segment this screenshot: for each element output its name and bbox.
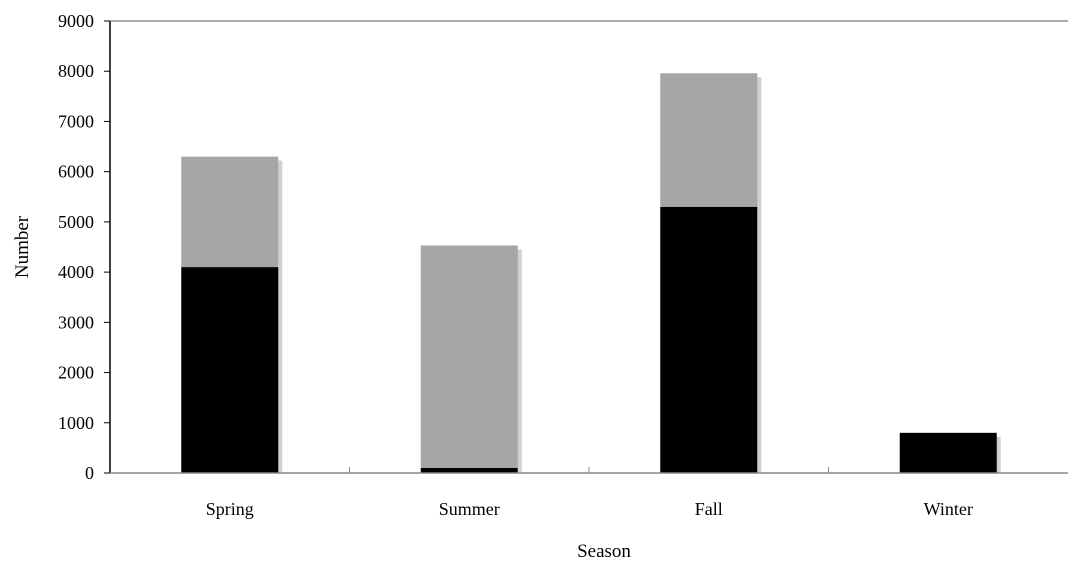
y-tick-label: 7000 [58,111,94,131]
bar-fall-series-1 [660,206,758,474]
y-tick-label: 1000 [58,413,94,433]
y-tick-label: 0 [85,463,94,483]
x-axis-title: Season [577,541,631,562]
y-tick-label: 6000 [58,162,94,182]
y-tick-label: 8000 [58,61,94,81]
x-tick-label: Spring [206,499,254,519]
x-tick-label: Summer [439,499,500,519]
bar-winter-series-1 [899,432,997,473]
y-axis-ticks: 0 1000 2000 3000 4000 5000 6000 7000 8000 9000 [58,11,110,483]
bars-group [181,73,1001,474]
bar-summer-series-1 [420,467,518,473]
bar-spring-series-1 [181,267,279,473]
y-axis-title: Number [12,215,33,278]
y-tick-label: 5000 [58,212,94,232]
y-tick-label: 3000 [58,312,94,332]
x-tick-label: Winter [924,499,973,519]
x-axis-ticks: Spring Summer Fall Winter [206,467,973,519]
y-tick-label: 9000 [58,11,94,31]
bar-summer-series-2 [420,245,518,468]
bar-spring-series-2 [181,156,279,268]
y-tick-label: 4000 [58,262,94,282]
bar-fall-series-2 [660,73,758,207]
y-tick-label: 2000 [58,363,94,383]
x-tick-label: Fall [695,499,723,519]
